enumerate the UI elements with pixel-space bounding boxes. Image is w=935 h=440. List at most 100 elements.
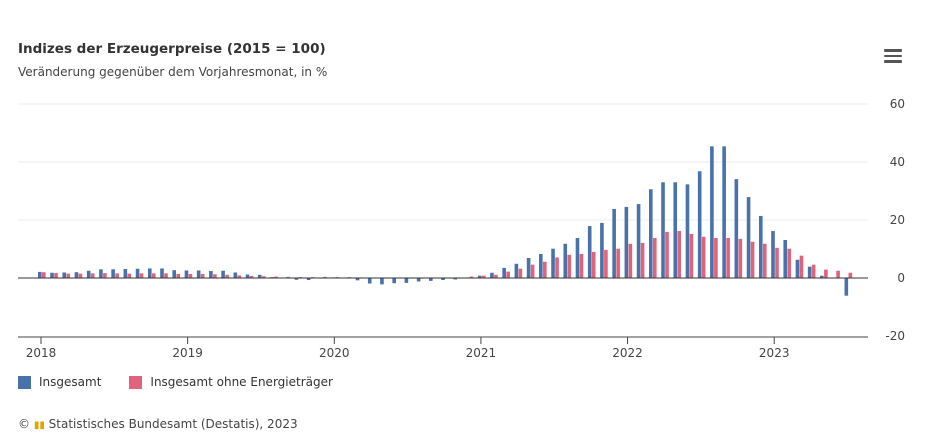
legend: Insgesamt Insgesamt ohne Energieträger [18,375,333,389]
chart-plot: 60 40 20 0 -20 2018 2019 2020 2021 2022 2023 [18,97,905,360]
bar-insgesamt [820,275,824,278]
bar-ohne-energie [689,233,694,278]
bar-ohne-energie [188,273,193,278]
bar-insgesamt [551,248,555,278]
bar-insgesamt [514,263,519,278]
bar-insgesamt [771,231,775,278]
bar-ohne-energie [738,238,743,278]
bar-insgesamt [575,237,580,278]
legend-label: Insgesamt [39,375,102,389]
y-tick-label: 20 [890,213,905,227]
bar-insgesamt [160,268,164,278]
bar-ohne-energie [90,273,95,278]
bar-insgesamt [38,271,42,278]
bar-ohne-energie [78,273,83,278]
bar-insgesamt [612,208,616,278]
bar-insgesamt [539,253,543,278]
bar-insgesamt [50,272,54,278]
bar-ohne-energie [811,264,816,278]
x-tick-label: 2021 [466,346,497,360]
bar-ohne-energie [640,242,645,278]
bar-insgesamt [758,215,763,278]
bar-insgesamt [734,179,739,278]
bar-insgesamt [526,257,531,278]
bar-ohne-energie [481,275,486,278]
bar-insgesamt [111,269,115,278]
bar-ohne-energie [848,272,853,278]
legend-label: Insgesamt ohne Energieträger [150,375,333,389]
bar-ohne-energie [530,264,535,278]
bar-ohne-energie [579,253,584,278]
bar-insgesamt [636,204,641,278]
y-tick-label: 60 [890,97,905,111]
bar-ohne-energie [591,251,596,278]
bar-ohne-energie [323,276,327,278]
x-tick-label: 2023 [759,346,790,360]
bar-ohne-energie [543,261,547,278]
bar-ohne-energie [66,273,71,278]
bar-insgesamt [221,270,225,278]
bar-insgesamt [661,182,665,278]
bar-insgesamt [99,269,103,278]
x-tick-label: 2019 [172,346,203,360]
bar-ohne-energie [824,269,828,278]
bar-ohne-energie [151,273,156,278]
bar-insgesamt [135,268,140,278]
bar-insgesamt [392,278,396,284]
bar-insgesamt [74,272,79,278]
bar-insgesamt [184,270,189,278]
bar-insgesamt [697,171,702,278]
bar-insgesamt [722,146,726,278]
bar-ohne-energie [286,276,290,278]
bar-insgesamt [123,269,128,278]
bar-ohne-energie [506,271,510,278]
bar-insgesamt [86,270,91,278]
bar-insgesamt [746,197,751,278]
bar-insgesamt [673,182,678,278]
chart-subtitle: Veränderung gegenüber dem Vorjahresmonat… [18,65,328,79]
bar-ohne-energie [164,273,168,278]
bar-insgesamt [196,270,201,278]
hamburger-icon[interactable] [884,49,902,63]
bar-insgesamt [147,268,152,278]
y-tick-label: -20 [885,329,905,343]
copyright-symbol: © [18,417,30,431]
bar-insgesamt [294,278,299,280]
bar-insgesamt [209,271,213,278]
bar-insgesamt [795,259,800,278]
destatis-logo-icon: ▮▮ [33,420,45,431]
bar-insgesamt [233,272,238,278]
bar-ohne-energie [836,270,840,278]
bar-ohne-energie [261,276,266,278]
bar-insgesamt [783,240,788,278]
bar-ohne-energie [701,236,706,278]
bar-insgesamt [649,189,653,278]
bar-ohne-energie [677,231,682,278]
bar-ohne-energie [604,249,608,278]
bar-ohne-energie [237,275,242,278]
y-tick-label: 40 [890,155,905,169]
bar-ohne-energie [274,276,278,278]
bar-insgesamt [245,274,250,278]
bar-ohne-energie [249,275,254,278]
bar-insgesamt [624,206,629,278]
legend-swatch [129,375,143,389]
bar-ohne-energie [176,273,181,278]
legend-swatch [18,375,31,389]
legend-item-ohne-energie[interactable]: Insgesamt ohne Energieträger [129,375,333,389]
bar-insgesamt [355,278,360,281]
bar-ohne-energie [616,248,620,278]
bar-insgesamt [710,146,714,278]
y-tick-label: 0 [897,271,905,285]
bar-ohne-energie [115,273,119,278]
bar-ohne-energie [775,247,779,278]
legend-item-insgesamt[interactable]: Insgesamt [18,375,101,389]
bar-insgesamt [380,278,384,285]
bar-ohne-energie [762,243,767,278]
bar-insgesamt [172,270,177,278]
bar-ohne-energie [200,273,205,278]
bar-ohne-energie [213,274,217,278]
bar-insgesamt [807,266,812,278]
bar-insgesamt [502,267,506,278]
bar-ohne-energie [714,237,718,278]
